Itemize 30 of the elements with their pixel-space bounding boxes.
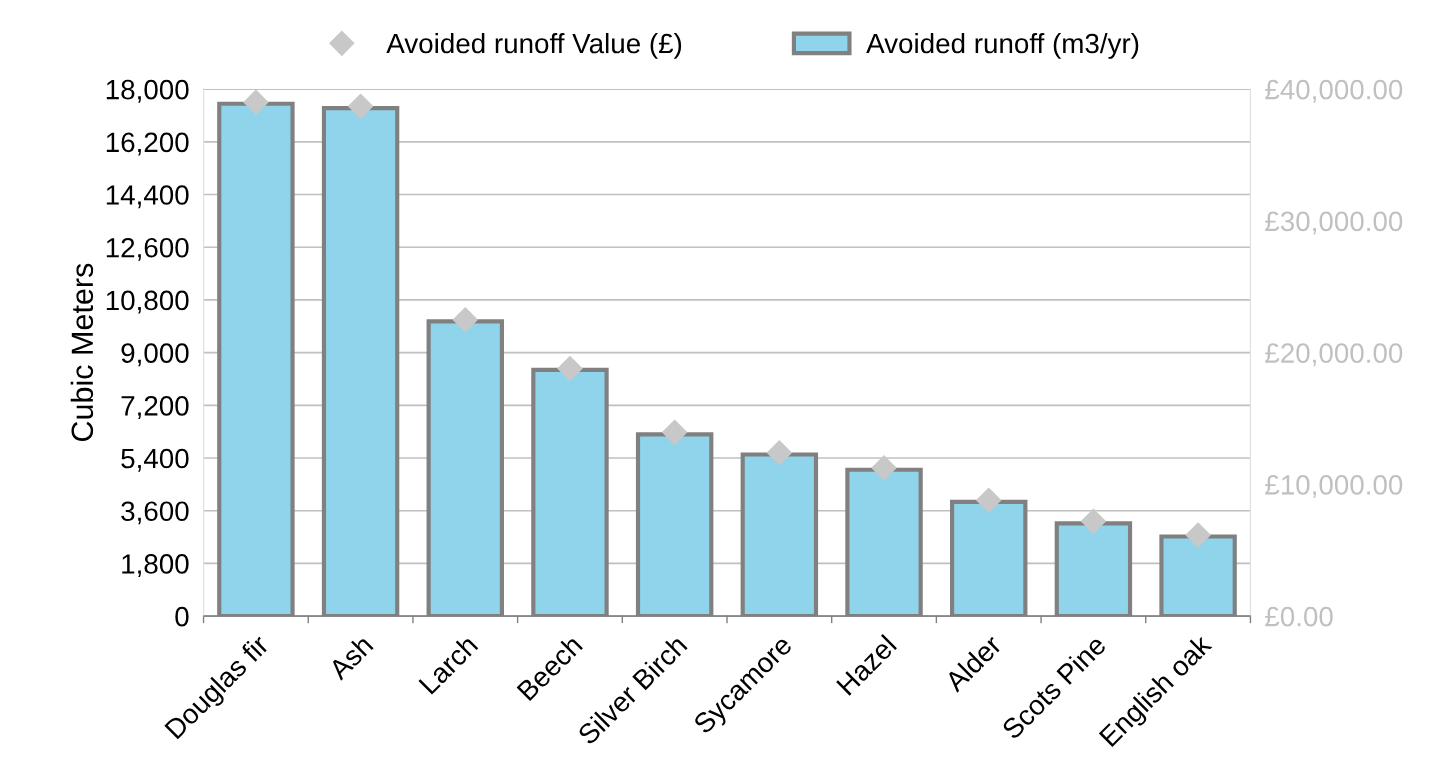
point [661, 419, 688, 446]
y2-tick-label: £30,000.00 [1265, 211, 1403, 235]
y-tick-label: 3,600 [121, 501, 189, 525]
y2-tick-label: £0.00 [1265, 606, 1333, 627]
legend-label: Avoided runoff Value (£) [386, 32, 682, 59]
y-tick-label: 5,400 [121, 448, 189, 472]
y-axis-title: Cubic Meters [70, 263, 94, 442]
point [243, 89, 269, 116]
legend-label: Avoided runoff (m3/yr) [866, 32, 1139, 59]
y-tick-label: 9,000 [121, 343, 189, 367]
x-tick-label: Ash [326, 634, 374, 682]
y-tick-label: 1,800 [122, 554, 189, 578]
point [766, 439, 793, 466]
point [452, 306, 479, 333]
y-tick-label: 10,800 [106, 290, 189, 314]
y-tick-label: 12,600 [106, 237, 189, 261]
point [347, 93, 374, 120]
y-tick-label: 18,000 [106, 79, 189, 103]
point [1185, 522, 1211, 548]
y2-tick-label: £10,000.00 [1265, 475, 1403, 498]
point [975, 487, 1002, 513]
y-tick-label: 0 [175, 606, 189, 627]
y-tick-label: 14,400 [106, 185, 189, 209]
y2-tick-label: £20,000.00 [1265, 343, 1403, 367]
y-tick-label: 16,200 [106, 132, 189, 156]
point [557, 355, 583, 382]
point [871, 455, 897, 481]
y2-tick-label: £40,000.00 [1265, 79, 1403, 103]
y-tick-label: 7,200 [121, 395, 189, 419]
point [1080, 508, 1107, 535]
